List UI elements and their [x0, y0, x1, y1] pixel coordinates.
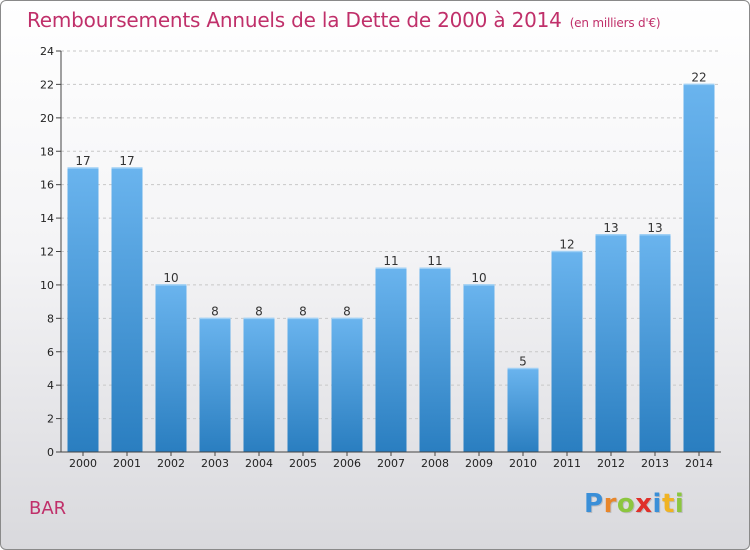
- bar: [375, 268, 407, 452]
- chart-title-text: Remboursements Annuels de la Dette de 20…: [27, 8, 562, 32]
- data-label: 17: [75, 154, 90, 168]
- proxiti-logo: Proxiti: [584, 489, 684, 519]
- x-tick-label: 2003: [201, 457, 229, 470]
- x-tick-label: 2005: [289, 457, 317, 470]
- y-tick-label: 24: [40, 45, 54, 58]
- logo-letter: P: [584, 489, 604, 519]
- y-tick-label: 18: [40, 145, 54, 158]
- x-tick-label: 2013: [641, 457, 669, 470]
- bar: [419, 268, 451, 452]
- x-tick-label: 2011: [553, 457, 581, 470]
- bar: [639, 234, 671, 452]
- y-tick-label: 8: [47, 312, 54, 325]
- x-tick-label: 2007: [377, 457, 405, 470]
- bar: [551, 251, 583, 452]
- x-tick-label: 2012: [597, 457, 625, 470]
- data-label: 10: [471, 271, 486, 285]
- data-label: 10: [163, 271, 178, 285]
- axes: [56, 50, 721, 456]
- bar: [243, 318, 275, 452]
- logo-letter: t: [661, 489, 675, 519]
- logo-letter: r: [603, 489, 617, 519]
- x-tick-label: 2010: [509, 457, 537, 470]
- bars: [67, 83, 715, 453]
- bar: [111, 167, 143, 453]
- bar: [67, 167, 99, 453]
- x-tick-label: 2014: [685, 457, 713, 470]
- bar: [331, 318, 363, 452]
- chart-unit: (en milliers d'€): [569, 16, 661, 30]
- data-label: 11: [383, 254, 398, 268]
- data-label: 8: [343, 304, 351, 318]
- bar: [463, 284, 495, 452]
- data-label: 12: [559, 238, 574, 252]
- chart-title: Remboursements Annuels de la Dette de 20…: [27, 8, 661, 32]
- data-label: 8: [211, 304, 219, 318]
- data-label: 8: [255, 304, 263, 318]
- data-label: 11: [427, 254, 442, 268]
- labels: 0246810121416182022241720001720011020028…: [40, 45, 713, 470]
- x-tick-label: 2008: [421, 457, 449, 470]
- logo-letter: i: [674, 489, 685, 519]
- x-tick-label: 2009: [465, 457, 493, 470]
- commune-name: BAR: [29, 498, 67, 519]
- y-tick-label: 0: [47, 446, 54, 459]
- logo-letter: i: [652, 489, 662, 519]
- y-tick-label: 20: [40, 112, 54, 125]
- x-tick-label: 2004: [245, 457, 273, 470]
- bar: [287, 318, 319, 452]
- bar: [155, 284, 187, 452]
- bar: [595, 234, 627, 452]
- bar: [683, 84, 715, 453]
- y-tick-label: 12: [40, 246, 54, 259]
- y-tick-label: 22: [40, 78, 54, 91]
- y-tick-label: 16: [40, 179, 54, 192]
- data-label: 13: [647, 221, 662, 235]
- y-tick-label: 4: [47, 379, 54, 392]
- x-tick-label: 2006: [333, 457, 361, 470]
- bar: [507, 368, 539, 452]
- y-tick-label: 2: [47, 413, 54, 426]
- logo-letter: o: [616, 489, 636, 519]
- data-label: 17: [119, 154, 134, 168]
- data-label: 22: [691, 70, 706, 84]
- logo-letter: x: [635, 489, 653, 519]
- y-tick-label: 6: [47, 346, 54, 359]
- x-tick-label: 2002: [157, 457, 185, 470]
- data-label: 13: [603, 221, 618, 235]
- y-tick-label: 14: [40, 212, 54, 225]
- data-label: 5: [519, 354, 527, 368]
- x-tick-label: 2001: [113, 457, 141, 470]
- bar: [199, 318, 231, 452]
- y-tick-label: 10: [40, 279, 54, 292]
- x-tick-label: 2000: [69, 457, 97, 470]
- data-label: 8: [299, 304, 307, 318]
